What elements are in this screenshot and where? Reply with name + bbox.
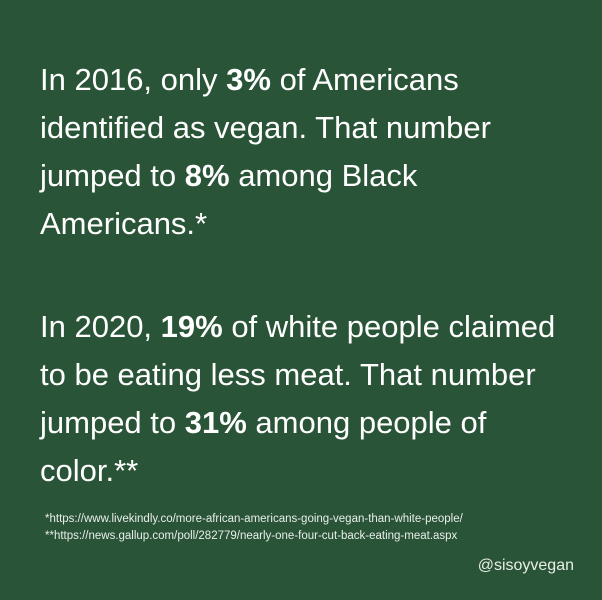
footnote: **https://news.gallup.com/poll/282779/ne…	[45, 530, 458, 542]
handle: @sisoyvegan	[477, 557, 574, 574]
paragraph: In 2020, 19% of white people claimed to …	[40, 303, 575, 495]
text-run: In 2020,	[40, 309, 161, 344]
text-run: of white people claimed to be eating les…	[40, 309, 556, 440]
highlight-stat: 31%	[184, 405, 247, 440]
highlight-stat: 8%	[184, 158, 230, 193]
text-run: In 2016, only	[40, 62, 227, 97]
highlight-stat: 19%	[160, 309, 223, 344]
footnote: *https://www.livekindly.co/more-african-…	[45, 513, 463, 525]
footnotes: *https://www.livekindly.co/more-african-…	[45, 511, 463, 545]
text-run: of Americans identified as vegan. That n…	[40, 62, 491, 193]
paragraph: In 2016, only 3% of Americans identified…	[40, 56, 575, 248]
highlight-stat: 3%	[226, 62, 271, 97]
text-run: among Black Americans.*	[40, 158, 418, 241]
statement: In 2016, only 3% of Americans identified…	[40, 56, 575, 550]
text-run: among people of color.**	[40, 405, 487, 488]
